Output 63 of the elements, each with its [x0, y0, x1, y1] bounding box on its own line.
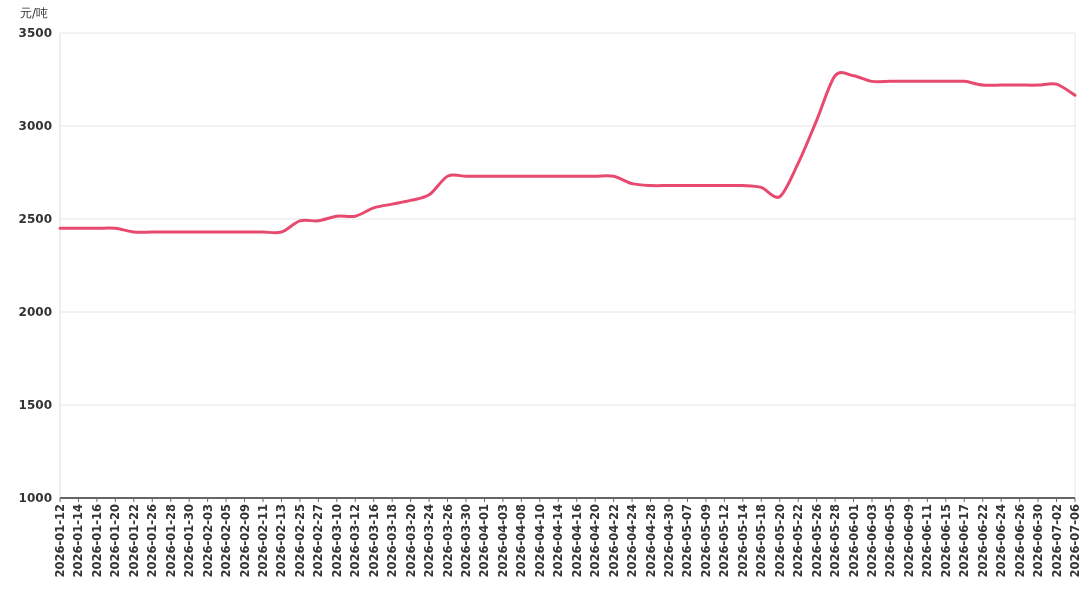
y-axis-title: 元/吨 [20, 6, 49, 20]
x-tick-label: 2026-01-12 [53, 504, 67, 578]
x-tick-label: 2026-02-11 [256, 504, 270, 578]
x-tick-label: 2026-04-10 [532, 504, 547, 578]
x-tick-label: 2026-01-26 [145, 504, 160, 578]
x-tick-label: 2026-02-25 [292, 504, 307, 578]
x-tick-label: 2026-03-10 [329, 504, 344, 578]
x-tick-label: 2026-06-15 [938, 504, 953, 578]
x-tick-label: 2026-05-26 [809, 504, 824, 578]
x-tick-label: 2026-01-20 [108, 504, 123, 578]
x-tick-label: 2026-04-01 [477, 504, 492, 578]
x-tick-label: 2026-04-14 [551, 504, 566, 578]
x-tick-label: 2026-03-16 [366, 504, 381, 578]
x-tick-label: 2026-03-12 [348, 504, 363, 578]
x-tick-label: 2026-05-12 [717, 504, 732, 578]
x-tick-label: 2026-06-11 [920, 504, 935, 578]
x-tick-label: 2026-01-28 [163, 504, 178, 578]
x-tick-label: 2026-01-16 [89, 504, 104, 578]
x-tick-label: 2026-04-08 [514, 504, 529, 578]
x-tick-label: 2026-02-09 [237, 504, 252, 578]
x-tick-label: 2026-01-14 [71, 504, 86, 578]
x-tick-label: 2026-05-14 [735, 504, 750, 578]
y-tick-label: 3000 [18, 119, 52, 133]
x-tick-label: 2026-01-30 [182, 504, 197, 578]
x-tick-label: 2026-03-26 [440, 504, 455, 578]
y-tick-label: 3500 [18, 26, 52, 40]
x-tick-label: 2026-06-17 [957, 504, 972, 578]
x-tick-label: 2026-02-05 [219, 504, 234, 578]
x-tick-label: 2026-06-09 [901, 504, 916, 578]
y-tick-label: 1500 [18, 398, 52, 412]
y-tick-label: 2000 [18, 305, 52, 319]
x-tick-label: 2026-06-03 [865, 504, 879, 578]
x-tick-label: 2026-06-05 [883, 504, 898, 578]
x-tick-label: 2026-02-03 [200, 504, 215, 578]
x-tick-label: 2026-04-16 [569, 504, 584, 578]
x-tick-label: 2026-04-20 [588, 504, 603, 578]
x-tick-label: 2026-03-30 [459, 504, 473, 578]
x-tick-label: 2026-06-01 [846, 504, 861, 578]
x-tick-label: 2026-05-09 [698, 504, 713, 578]
x-tick-label: 2026-02-13 [274, 504, 289, 578]
x-tick-label: 2026-03-18 [385, 504, 400, 578]
x-tick-label: 2026-05-22 [791, 504, 806, 578]
x-tick-label: 2026-06-30 [1031, 504, 1046, 578]
x-tick-label: 2026-06-26 [1012, 504, 1027, 578]
x-tick-label: 2026-03-20 [403, 504, 418, 578]
x-tick-label: 2026-04-24 [625, 504, 640, 578]
x-tick-label: 2026-05-18 [754, 504, 769, 578]
x-tick-label: 2026-05-28 [828, 504, 843, 578]
x-tick-label: 2026-05-20 [772, 504, 787, 578]
x-tick-label: 2026-07-06 [1068, 504, 1082, 578]
x-tick-label: 2026-06-22 [975, 504, 990, 578]
x-tick-label: 2026-04-28 [643, 504, 658, 578]
y-tick-label: 1000 [18, 491, 52, 505]
x-tick-label: 2026-05-07 [680, 504, 695, 578]
y-tick-label: 2500 [18, 212, 52, 226]
x-tick-label: 2026-02-27 [311, 504, 326, 578]
x-tick-label: 2026-06-24 [994, 504, 1009, 578]
x-tick-label: 2026-01-22 [126, 504, 141, 578]
x-tick-label: 2026-04-30 [662, 504, 676, 578]
x-tick-label: 2026-03-24 [422, 504, 437, 578]
x-tick-label: 2026-07-02 [1049, 504, 1064, 578]
x-tick-label: 2026-04-03 [495, 504, 510, 578]
x-tick-label: 2026-04-22 [606, 504, 621, 578]
